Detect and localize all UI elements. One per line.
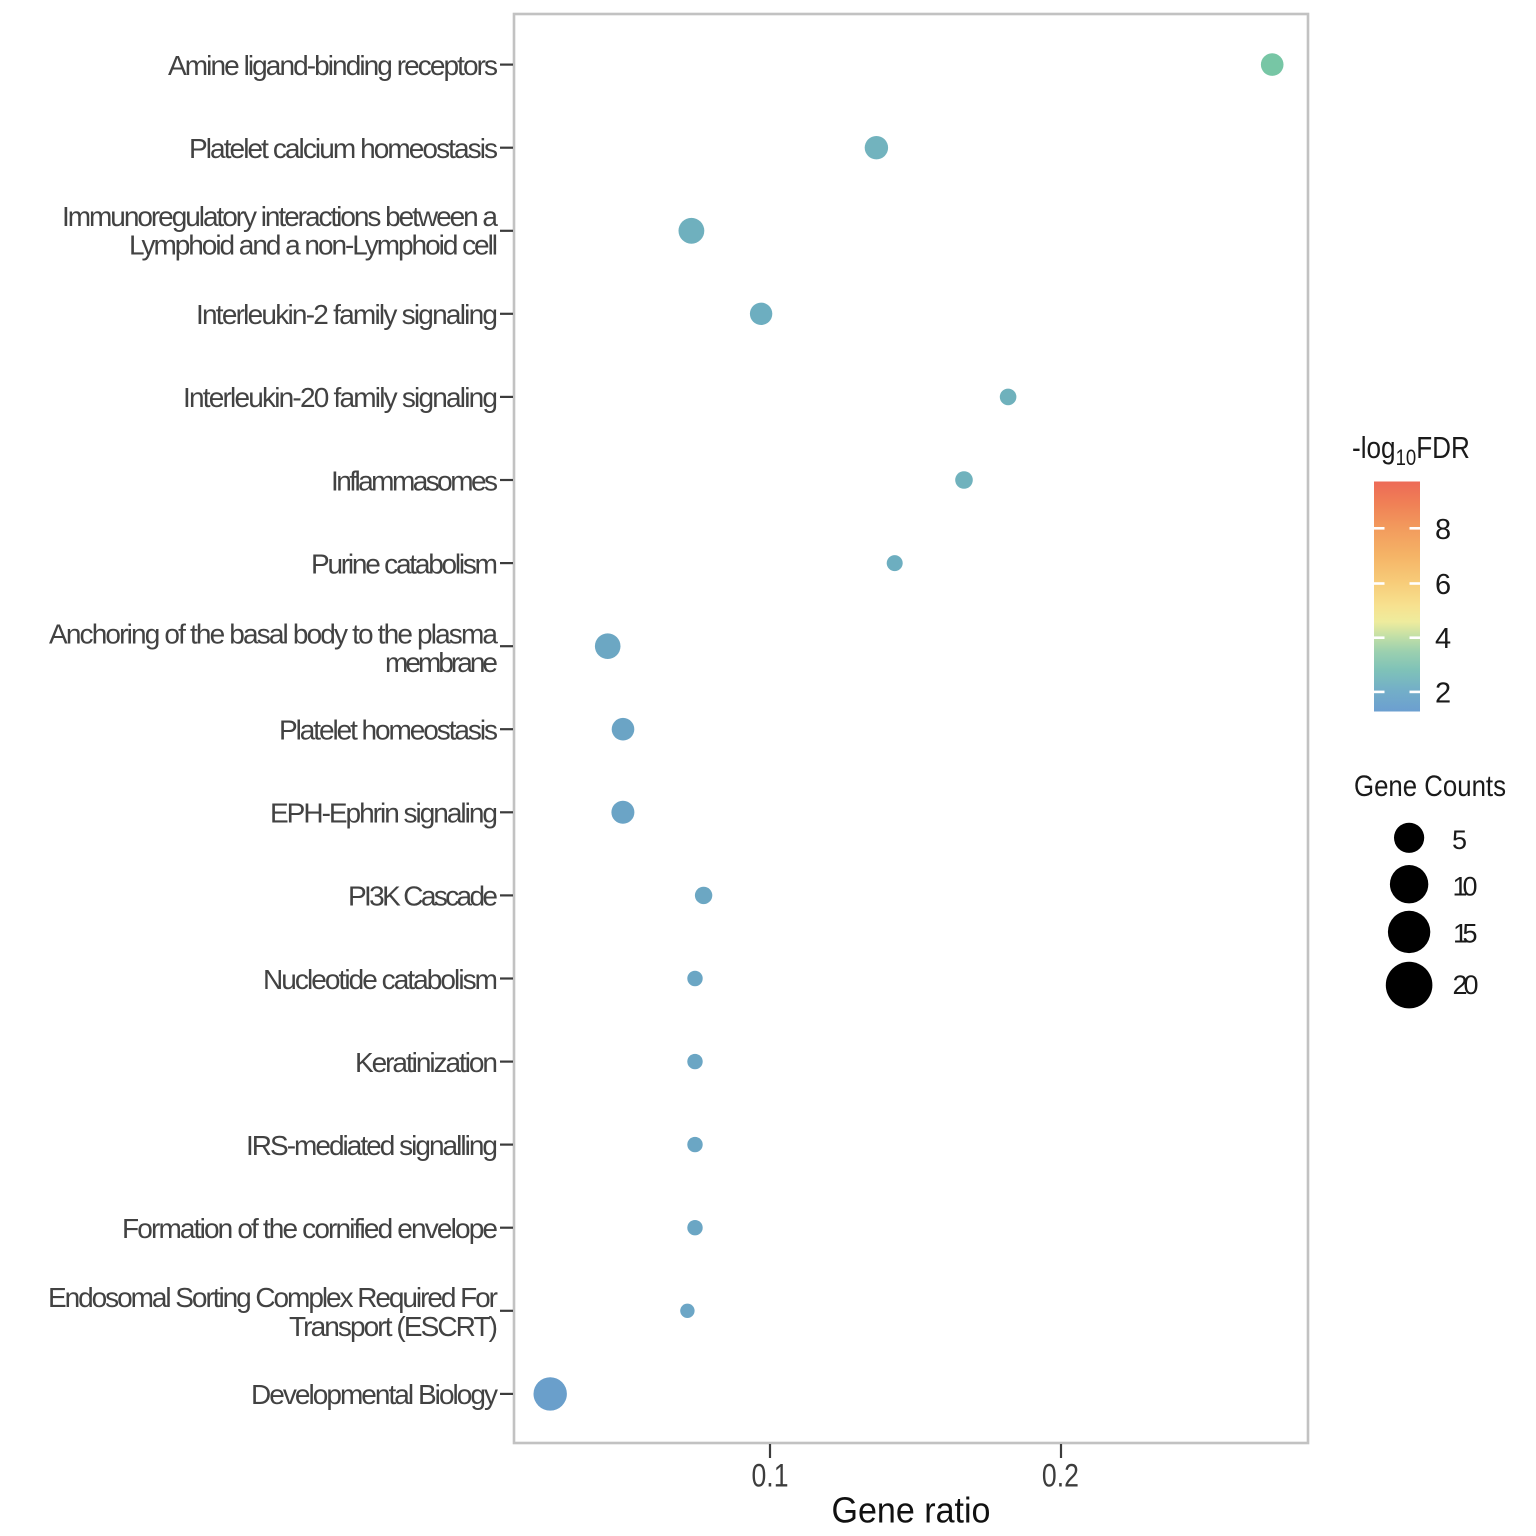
svg-text:PI3K Cascade: PI3K Cascade — [348, 881, 498, 912]
svg-text:Gene ratio: Gene ratio — [832, 1490, 991, 1531]
svg-text:20: 20 — [1453, 970, 1479, 1000]
svg-text:Nucleotide catabolism: Nucleotide catabolism — [263, 964, 498, 995]
svg-text:Keratinization: Keratinization — [355, 1047, 498, 1078]
svg-text:4: 4 — [1435, 623, 1451, 655]
svg-text:Immunoregulatory interactions: Immunoregulatory interactions between a — [62, 201, 498, 232]
svg-text:15: 15 — [1453, 919, 1478, 949]
svg-text:6: 6 — [1435, 569, 1451, 601]
svg-text:5: 5 — [1452, 825, 1467, 855]
svg-text:EPH-Ephrin signaling: EPH-Ephrin signaling — [270, 798, 498, 829]
svg-text:8: 8 — [1435, 514, 1451, 546]
svg-text:Platelet calcium homeostasis: Platelet calcium homeostasis — [189, 133, 498, 164]
svg-text:0.1: 0.1 — [752, 1458, 789, 1494]
svg-text:membrane: membrane — [385, 647, 498, 678]
svg-text:Interleukin-20 family signalin: Interleukin-20 family signaling — [183, 382, 498, 413]
svg-text:Gene Counts: Gene Counts — [1354, 770, 1506, 803]
svg-text:Lymphoid and a non-Lymphoid ce: Lymphoid and a non-Lymphoid cell — [129, 230, 498, 261]
svg-text:Interleukin-2 family signaling: Interleukin-2 family signaling — [196, 299, 498, 330]
svg-text:Endosomal Sorting Complex Requ: Endosomal Sorting Complex Required For — [48, 1282, 498, 1313]
svg-text:Formation of the cornified env: Formation of the cornified envelope — [122, 1213, 498, 1244]
svg-text:10: 10 — [1453, 872, 1478, 902]
svg-text:0.2: 0.2 — [1042, 1458, 1079, 1494]
svg-text:Purine catabolism: Purine catabolism — [311, 548, 498, 579]
svg-text:IRS-mediated signalling: IRS-mediated signalling — [246, 1130, 498, 1161]
svg-text:Platelet homeostasis: Platelet homeostasis — [279, 715, 498, 746]
svg-text:Transport (ESCRT): Transport (ESCRT) — [289, 1311, 498, 1342]
svg-text:Amine ligand-binding receptors: Amine ligand-binding receptors — [168, 50, 498, 81]
svg-text:Developmental Biology: Developmental Biology — [251, 1379, 498, 1410]
svg-text:Inflammasomes: Inflammasomes — [331, 465, 498, 496]
svg-text:2: 2 — [1435, 677, 1451, 709]
svg-text:Anchoring of the basal body to: Anchoring of the basal body to the plasm… — [49, 619, 498, 650]
